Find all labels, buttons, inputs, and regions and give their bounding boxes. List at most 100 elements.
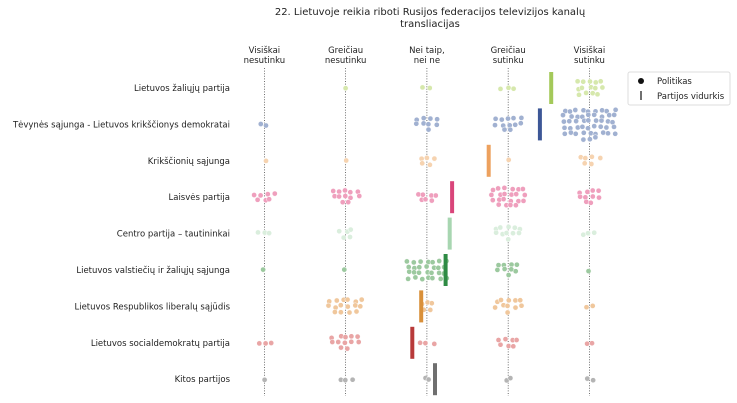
politician-dot: [580, 136, 587, 143]
politician-dot: [492, 115, 499, 122]
politician-dot: [347, 194, 354, 201]
politician-dot: [520, 186, 526, 192]
politician-dot: [605, 130, 611, 137]
politician-dot: [429, 275, 436, 281]
politician-dot: [354, 333, 361, 340]
politician-dot: [592, 85, 599, 91]
politician-dot: [595, 187, 602, 194]
politician-dot: [513, 202, 519, 209]
politician-dot: [560, 112, 566, 118]
politician-dot: [342, 377, 349, 383]
legend-mean-label: Partijos vidurkis: [657, 92, 725, 102]
politician-dot: [597, 155, 604, 161]
politician-dot: [266, 196, 272, 203]
party-label-4: Laisvės partija: [169, 193, 231, 203]
politician-dot: [336, 193, 342, 200]
politician-dot: [263, 122, 269, 129]
politician-dot: [591, 111, 598, 118]
politician-dot: [427, 161, 433, 168]
scale-label-1-line-2: nesutinku: [244, 56, 286, 66]
politician-dot: [431, 341, 438, 347]
politician-dot: [585, 111, 592, 118]
politician-dot: [433, 121, 440, 128]
politician-dot: [585, 117, 592, 124]
politician-dot: [599, 107, 605, 114]
politician-dot: [352, 302, 359, 309]
politician-dot: [333, 297, 340, 304]
politician-dot: [505, 84, 512, 91]
politician-dot: [508, 191, 515, 198]
politician-dot: [574, 124, 581, 131]
politician-dot: [589, 187, 596, 194]
politician-dot: [257, 121, 264, 127]
politician-dot: [603, 108, 610, 114]
politician-dot: [589, 90, 596, 97]
scale-label-3-line-1: Nei taip,: [409, 46, 445, 56]
politician-dot: [261, 376, 268, 383]
politician-dot: [493, 229, 499, 236]
politician-dot: [432, 192, 439, 199]
politician-dot: [587, 199, 594, 206]
politician-dot: [417, 258, 424, 265]
politician-dot: [587, 78, 593, 85]
politician-dot: [589, 193, 596, 200]
politician-dot: [266, 230, 272, 236]
politician-dot: [264, 191, 271, 197]
politician-dot: [505, 343, 512, 349]
scale-label-5-line-2: sutinku: [574, 56, 605, 66]
party-labels: Lietuvos žaliųjų partija Tėvynės sąjunga …: [12, 84, 231, 385]
politician-dot: [584, 375, 591, 382]
politician-dot: [600, 129, 607, 136]
politician-dot: [518, 302, 525, 309]
party-label-7: Lietuvos Respublikos liberalų sąjūdis: [74, 302, 230, 312]
politician-dot: [427, 307, 434, 313]
politician-dot: [501, 126, 508, 133]
scale-label-1-line-1: Visiškai: [249, 45, 281, 56]
politician-dots: [251, 78, 619, 384]
politician-dot: [426, 85, 433, 91]
politician-dot: [256, 340, 263, 347]
politician-dot: [591, 123, 598, 129]
legend-box: [627, 71, 731, 106]
politician-dot: [588, 130, 594, 137]
politician-dot: [342, 187, 348, 194]
politician-dot: [567, 108, 573, 115]
party-label-3: Krikščionių sąjunga: [148, 156, 230, 167]
politician-dot: [517, 120, 524, 127]
politician-dot: [505, 236, 512, 243]
politician-dot: [492, 304, 498, 311]
politician-dot: [502, 336, 509, 342]
politician-dot: [344, 303, 351, 310]
politician-dot: [568, 113, 575, 120]
politician-dot: [501, 191, 508, 197]
scale-label-5-line-1: Visiškai: [574, 45, 606, 56]
politician-dot: [420, 115, 427, 121]
politician-dot: [612, 130, 619, 137]
politician-dot: [611, 112, 618, 118]
politician-dot: [356, 193, 363, 199]
politician-dot: [427, 115, 434, 122]
politician-dot: [428, 197, 435, 204]
politician-dot: [348, 333, 355, 340]
politician-dot: [500, 196, 507, 202]
politician-dot: [505, 115, 511, 122]
legend-point-marker: [638, 78, 644, 84]
politician-dot: [593, 117, 599, 124]
politician-dot: [507, 202, 514, 208]
politician-dot: [428, 300, 435, 307]
politician-dot: [495, 337, 502, 343]
politician-dot: [342, 193, 349, 199]
politician-dot: [336, 188, 342, 195]
politician-dot: [339, 199, 346, 206]
politician-dot: [584, 340, 590, 347]
politician-dot: [411, 269, 417, 276]
politician-dot: [510, 343, 517, 350]
chart-title-line-1: 22. Lietuvoje reikia riboti Rusijos fede…: [275, 7, 586, 18]
politician-dot: [494, 267, 501, 273]
chart-title-line-2: transliacijas: [400, 19, 460, 30]
politician-dot: [340, 234, 347, 241]
politician-dot: [513, 191, 520, 197]
party-mean-bar-7: [419, 290, 424, 323]
politician-dot: [424, 155, 430, 161]
politician-dot: [338, 309, 344, 316]
